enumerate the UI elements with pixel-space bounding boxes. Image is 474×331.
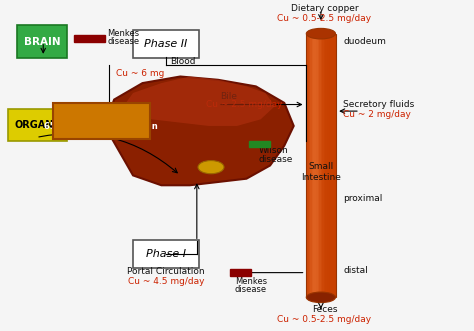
- Text: distal: distal: [343, 266, 368, 275]
- Bar: [309, 34, 310, 297]
- Bar: [316, 34, 318, 297]
- Text: Bile: Bile: [220, 92, 237, 101]
- Bar: [315, 34, 316, 297]
- Text: Cu ~ 4.5 mg/day: Cu ~ 4.5 mg/day: [128, 277, 204, 286]
- Text: ORGANS: ORGANS: [14, 120, 61, 130]
- Bar: [326, 34, 327, 297]
- FancyBboxPatch shape: [133, 240, 199, 268]
- Ellipse shape: [306, 292, 336, 303]
- Text: disease: disease: [258, 155, 292, 164]
- Ellipse shape: [198, 161, 224, 174]
- Polygon shape: [105, 76, 294, 185]
- Text: Cu ~ 2.5 mg/day: Cu ~ 2.5 mg/day: [206, 100, 283, 109]
- Text: Menkes: Menkes: [235, 277, 267, 286]
- Text: Portal Circulation: Portal Circulation: [128, 267, 205, 276]
- Bar: [74, 35, 105, 42]
- Text: Cu ~ 0.5-2.5 mg/day: Cu ~ 0.5-2.5 mg/day: [277, 14, 372, 23]
- Bar: [333, 34, 335, 297]
- Text: Cu ~ 0.5-2.5 mg/day: Cu ~ 0.5-2.5 mg/day: [277, 315, 372, 324]
- Text: Phase II: Phase II: [145, 39, 188, 49]
- Bar: [310, 34, 312, 297]
- Text: Menkes: Menkes: [107, 29, 139, 38]
- Text: disease: disease: [235, 285, 267, 294]
- Text: duodeum: duodeum: [343, 37, 386, 46]
- Text: Feces: Feces: [312, 306, 337, 314]
- Text: Cu ~ 6 mg: Cu ~ 6 mg: [117, 69, 165, 78]
- Bar: [322, 34, 324, 297]
- Text: Wilson: Wilson: [258, 146, 288, 155]
- Bar: [249, 141, 270, 147]
- Text: proximal: proximal: [343, 194, 383, 203]
- Text: Cu ~ 2 mg/day: Cu ~ 2 mg/day: [343, 110, 411, 119]
- Text: disease: disease: [107, 37, 139, 46]
- Bar: [230, 269, 251, 276]
- Bar: [335, 34, 336, 297]
- FancyBboxPatch shape: [133, 30, 199, 58]
- Bar: [328, 34, 330, 297]
- Bar: [312, 34, 313, 297]
- Bar: [321, 34, 322, 297]
- Bar: [306, 34, 336, 297]
- Bar: [318, 34, 319, 297]
- Bar: [327, 34, 328, 297]
- Polygon shape: [124, 76, 275, 126]
- Text: Dietary copper: Dietary copper: [291, 4, 358, 14]
- Text: Blood: Blood: [170, 57, 195, 66]
- Bar: [330, 34, 332, 297]
- Bar: [324, 34, 326, 297]
- Text: Small
Intestine: Small Intestine: [301, 163, 341, 182]
- Bar: [313, 34, 315, 297]
- Bar: [319, 34, 321, 297]
- Bar: [332, 34, 333, 297]
- FancyBboxPatch shape: [53, 103, 150, 139]
- Text: Copper in the blood:
65 - 95 % ceruloplasmin: Copper in the blood: 65 - 95 % cerulopla…: [44, 111, 158, 131]
- Text: BRAIN: BRAIN: [24, 37, 60, 47]
- Bar: [306, 34, 307, 297]
- Text: Secretory fluids: Secretory fluids: [343, 100, 415, 109]
- FancyBboxPatch shape: [8, 110, 67, 141]
- Ellipse shape: [306, 28, 336, 39]
- FancyBboxPatch shape: [17, 25, 67, 58]
- Bar: [307, 34, 309, 297]
- Text: Phase I: Phase I: [146, 249, 186, 259]
